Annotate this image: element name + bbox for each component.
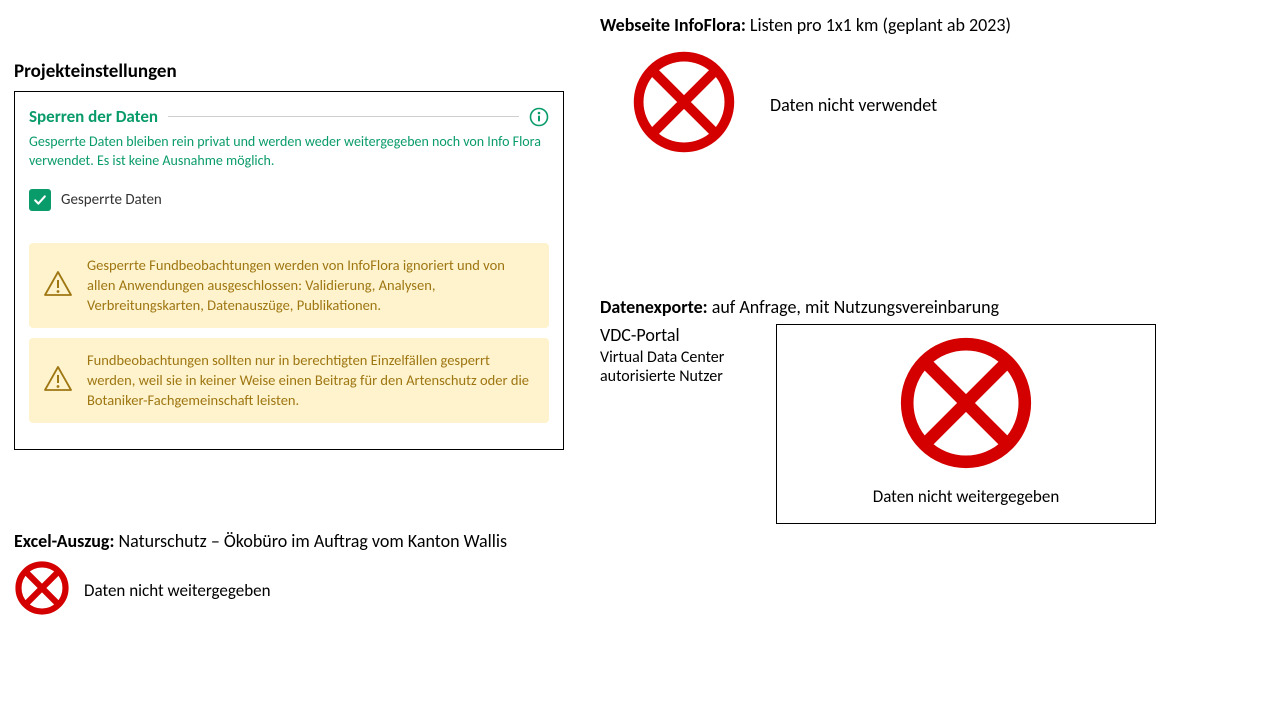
prohibit-icon [14,560,70,621]
warning-icon [43,364,73,394]
warning-alert-1: Gesperrte Fundbeobachtungen werden von I… [29,243,549,328]
exports-heading-bold: Datenexporte: [600,296,708,318]
exports-status-label: Daten nicht weitergegeben [873,486,1060,507]
website-heading: Webseite InfoFlora: Listen pro 1x1 km (g… [600,14,1011,36]
website-content-row: Daten nicht verwendet [630,48,1011,161]
warning-text-1: Gesperrte Fundbeobachtungen werden von I… [87,255,535,316]
exports-heading-rest: auf Anfrage, mit Nutzungsvereinbarung [712,296,999,318]
warning-text-2: Fundbeobachtungen sollten nur in berecht… [87,350,535,411]
website-infoflora-section: Webseite InfoFlora: Listen pro 1x1 km (g… [600,14,1011,161]
warning-alert-2: Fundbeobachtungen sollten nur in berecht… [29,338,549,423]
website-heading-bold: Webseite InfoFlora: [600,14,746,36]
excel-row: Daten nicht weitergegeben [14,560,507,621]
exports-row: VDC-Portal Virtual Data Center autorisie… [600,324,1156,524]
panel-title: Sperren der Daten [29,106,158,127]
panel-title-divider [168,116,519,117]
prohibit-icon [630,48,738,161]
excel-heading: Excel-Auszug: Naturschutz – Ökobüro im A… [14,530,507,552]
left-column: Projekteinstellungen Sperren der Daten G… [14,60,574,450]
settings-heading: Projekteinstellungen [14,60,574,83]
prohibit-icon [896,333,1036,478]
website-status-label: Daten nicht verwendet [770,94,937,116]
vdc-portal-title: VDC-Portal [600,324,776,346]
panel-header: Sperren der Daten [29,106,549,127]
vdc-subtitle: Virtual Data Center [600,348,776,367]
excel-export-section: Excel-Auszug: Naturschutz – Ökobüro im A… [14,530,507,621]
checkmark-icon [32,192,48,208]
excel-heading-bold: Excel-Auszug: [14,530,114,552]
locked-data-label: Gesperrte Daten [61,191,162,209]
vdc-users: autorisierte Nutzer [600,367,776,386]
panel-description: Gesperrte Daten bleiben rein privat und … [29,133,549,171]
locked-data-checkbox[interactable] [29,189,51,211]
website-heading-rest: Listen pro 1x1 km (geplant ab 2023) [750,14,1011,36]
locked-data-checkbox-row[interactable]: Gesperrte Daten [29,189,549,211]
exports-heading: Datenexporte: auf Anfrage, mit Nutzungsv… [600,296,1156,318]
settings-panel: Sperren der Daten Gesperrte Daten bleibe… [14,91,564,450]
excel-status-label: Daten nicht weitergegeben [84,580,271,601]
vdc-text-column: VDC-Portal Virtual Data Center autorisie… [600,324,776,524]
exports-panel: Daten nicht weitergegeben [776,324,1156,524]
warning-icon [43,269,73,299]
excel-heading-rest: Naturschutz – Ökobüro im Auftrag vom Kan… [119,530,508,552]
data-exports-section: Datenexporte: auf Anfrage, mit Nutzungsv… [600,296,1156,524]
info-icon[interactable] [529,107,549,127]
